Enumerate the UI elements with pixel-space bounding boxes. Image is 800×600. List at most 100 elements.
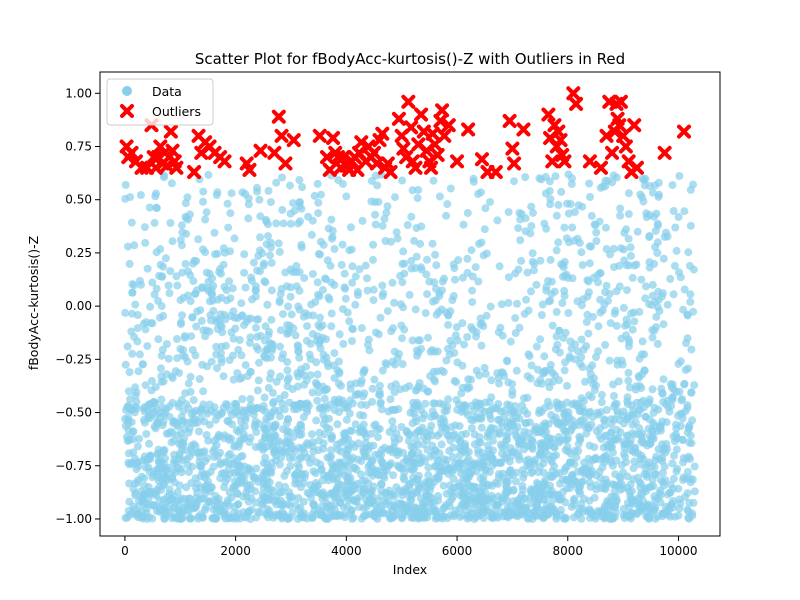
data-point [626, 243, 635, 252]
data-point [508, 380, 517, 388]
data-point [477, 423, 486, 432]
data-point [434, 456, 443, 465]
data-point [368, 397, 377, 406]
data-point [349, 464, 358, 473]
data-point [141, 381, 150, 390]
data-point [276, 488, 285, 497]
outlier-point [569, 96, 584, 111]
outlier-point [605, 145, 620, 160]
data-point [202, 268, 211, 277]
data-point [494, 400, 503, 408]
data-point [609, 392, 618, 400]
data-point [147, 376, 156, 385]
data-point [164, 281, 173, 290]
data-point [654, 295, 663, 304]
data-point [511, 329, 520, 338]
data-point [626, 251, 635, 260]
data-point [560, 223, 569, 232]
data-point [317, 190, 325, 199]
data-point [130, 241, 139, 250]
data-point [127, 218, 136, 227]
data-point [208, 514, 217, 523]
data-point [563, 381, 571, 390]
data-point [367, 197, 376, 206]
data-point [334, 176, 343, 185]
outlier-point [553, 133, 568, 148]
data-point [121, 194, 130, 203]
data-point [403, 454, 412, 463]
data-point [194, 235, 203, 244]
data-point [459, 488, 468, 497]
data-point [515, 208, 524, 217]
data-point [668, 393, 677, 402]
data-point [411, 305, 420, 314]
data-point [545, 402, 554, 411]
data-point [333, 420, 342, 429]
data-point [293, 468, 302, 477]
data-point [497, 300, 506, 309]
data-point [587, 393, 596, 402]
data-point [220, 512, 229, 520]
data-point [457, 389, 466, 398]
data-point [278, 173, 286, 182]
data-point [648, 188, 657, 197]
data-point [374, 497, 383, 505]
data-point [393, 354, 402, 363]
data-point [668, 181, 677, 190]
data-point [249, 258, 258, 267]
data-point [275, 298, 284, 307]
data-point [327, 322, 336, 331]
data-point [592, 485, 601, 494]
data-point [683, 310, 692, 319]
data-point [534, 495, 543, 504]
data-point [687, 345, 696, 354]
data-point [202, 431, 211, 439]
data-point [555, 326, 564, 335]
data-point [512, 468, 521, 477]
outlier-point [124, 145, 139, 160]
data-point [271, 420, 280, 429]
data-point [353, 455, 362, 464]
data-point [274, 446, 283, 455]
data-point [348, 278, 357, 287]
data-point [558, 404, 567, 413]
data-point [143, 264, 152, 273]
data-point [162, 474, 171, 483]
data-point [359, 426, 368, 435]
data-point [424, 387, 433, 396]
data-point [683, 468, 692, 476]
data-point [151, 411, 160, 420]
data-point [669, 474, 678, 483]
data-point [162, 370, 171, 379]
data-point [472, 332, 480, 341]
data-point [628, 498, 636, 507]
data-point [577, 353, 586, 362]
data-point [612, 321, 621, 330]
data-point [619, 511, 628, 519]
data-point [435, 192, 444, 201]
data-point [159, 510, 168, 519]
legend-data-label: Data [152, 84, 182, 99]
data-point [280, 511, 289, 519]
chart-title: Scatter Plot for fBodyAcc-kurtosis()-Z w… [195, 50, 625, 68]
data-point [668, 459, 677, 468]
data-point [279, 350, 288, 359]
outlier-point [437, 128, 452, 143]
data-point [335, 398, 344, 407]
data-point [435, 292, 444, 301]
data-point [516, 236, 525, 245]
data-point [559, 487, 568, 496]
data-point [260, 433, 269, 442]
data-point [506, 467, 515, 475]
data-point [680, 285, 689, 294]
data-point [347, 245, 356, 254]
data-point [189, 396, 198, 405]
data-point [239, 492, 247, 501]
data-point [364, 335, 373, 344]
data-point [306, 339, 315, 348]
data-point [477, 238, 486, 247]
outlier-point [375, 126, 390, 141]
data-point [408, 336, 417, 345]
data-point [410, 464, 419, 472]
data-point [316, 336, 325, 344]
